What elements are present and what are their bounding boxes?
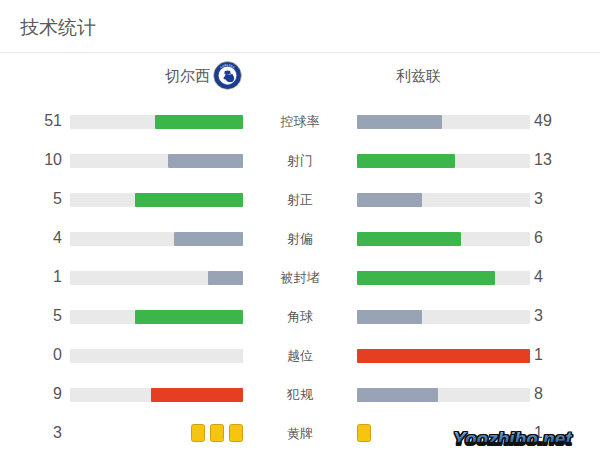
svg-text:1905: 1905 <box>226 83 230 85</box>
